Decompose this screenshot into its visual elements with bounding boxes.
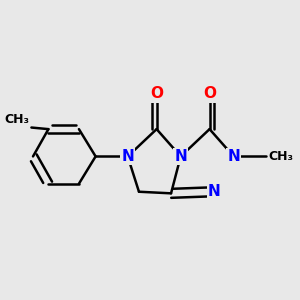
- Text: N: N: [121, 149, 134, 164]
- Text: CH₃: CH₃: [268, 150, 293, 163]
- Text: N: N: [208, 184, 221, 199]
- Text: N: N: [174, 149, 187, 164]
- Text: CH₃: CH₃: [5, 113, 30, 126]
- Text: O: O: [150, 86, 163, 101]
- Text: O: O: [203, 86, 216, 101]
- Text: N: N: [227, 149, 240, 164]
